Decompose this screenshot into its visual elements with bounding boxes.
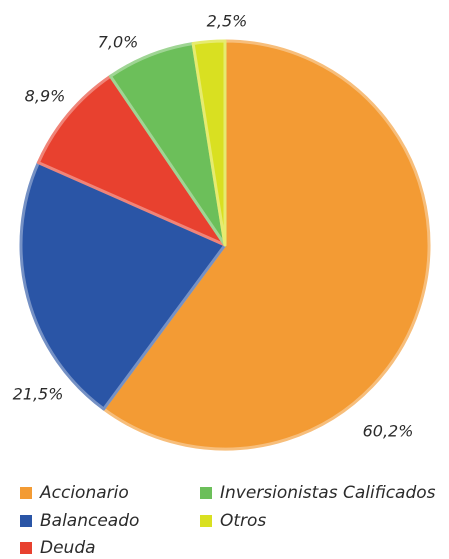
data-label: 7,0% [98,33,139,52]
legend-label: Deuda [40,538,96,558]
pie-slice [36,74,227,247]
pie-slice [102,39,431,451]
data-label: 8,9% [25,87,66,106]
legend-label: Otros [220,511,266,531]
legend-swatch [200,487,212,499]
pie-slice [19,161,227,411]
legend-swatch [20,515,32,527]
data-label: 21,5% [13,385,64,404]
data-label: 60,2% [363,422,414,441]
legend-label: Inversionistas Calificados [220,483,436,503]
legend-label: Accionario [39,483,129,503]
legend-swatch [20,542,32,554]
legend-swatch [200,515,212,527]
data-label: 2,5% [207,12,248,31]
legend-swatch [20,487,32,499]
pie-slice [191,39,227,247]
legend-label: Balanceado [40,511,139,531]
